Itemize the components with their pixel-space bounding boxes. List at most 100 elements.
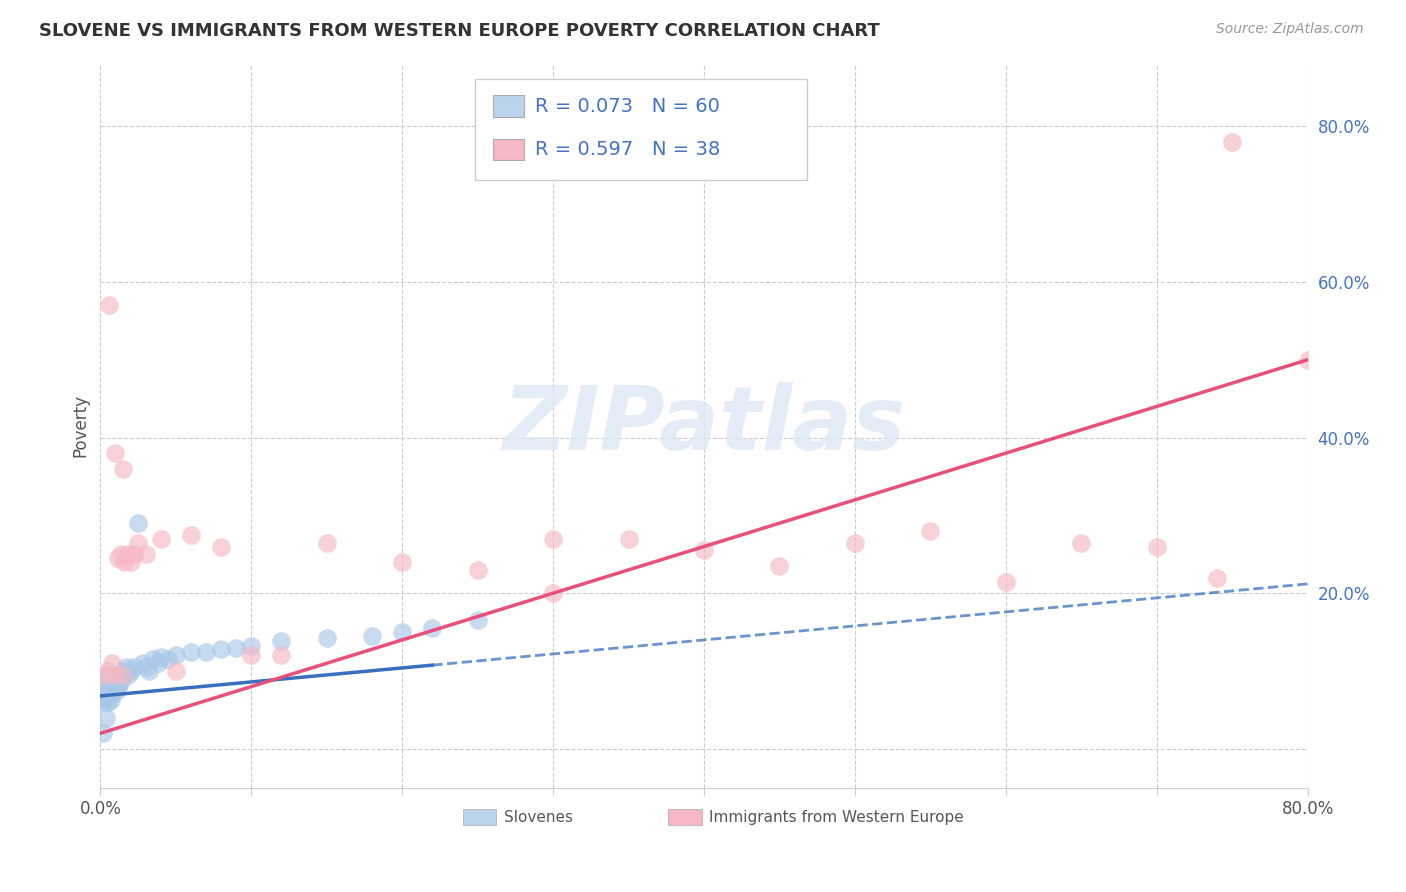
Point <box>541 532 564 546</box>
Point <box>209 642 232 657</box>
Point <box>100 673 122 688</box>
Point <box>135 660 157 674</box>
Point <box>96 711 118 725</box>
Point <box>391 555 413 569</box>
Point <box>1070 535 1092 549</box>
Point <box>108 675 131 690</box>
Point <box>422 621 444 635</box>
FancyBboxPatch shape <box>475 78 807 180</box>
Point <box>98 298 121 312</box>
Point <box>844 535 866 549</box>
Point <box>110 547 132 561</box>
Point <box>111 461 134 475</box>
Point <box>96 691 118 706</box>
Point <box>195 644 218 658</box>
Point <box>105 682 128 697</box>
Point <box>96 672 118 686</box>
Point <box>146 657 169 671</box>
Point <box>157 652 180 666</box>
Point <box>94 695 117 709</box>
Text: SLOVENE VS IMMIGRANTS FROM WESTERN EUROPE POVERTY CORRELATION CHART: SLOVENE VS IMMIGRANTS FROM WESTERN EUROP… <box>39 22 880 40</box>
Point <box>138 664 160 678</box>
Point <box>693 543 716 558</box>
Point <box>93 680 115 694</box>
Text: Source: ZipAtlas.com: Source: ZipAtlas.com <box>1216 22 1364 37</box>
Point <box>115 660 138 674</box>
Text: R = 0.597   N = 38: R = 0.597 N = 38 <box>536 140 720 159</box>
Point <box>117 547 139 561</box>
Point <box>107 551 129 566</box>
Point <box>270 648 292 663</box>
Point <box>180 528 202 542</box>
Point <box>96 681 118 695</box>
Point <box>101 675 124 690</box>
Point <box>135 547 157 561</box>
Point <box>617 532 640 546</box>
Point <box>107 668 129 682</box>
Text: Immigrants from Western Europe: Immigrants from Western Europe <box>709 810 963 825</box>
Point <box>97 687 120 701</box>
Point <box>149 650 172 665</box>
Point <box>122 660 145 674</box>
Point <box>104 673 127 688</box>
Bar <box>492 95 524 117</box>
Point <box>122 547 145 561</box>
Point <box>391 625 413 640</box>
Point <box>1296 352 1319 367</box>
Point <box>270 634 292 648</box>
Point <box>240 648 263 663</box>
Text: Slovenes: Slovenes <box>503 810 572 825</box>
Point <box>97 680 120 694</box>
Point <box>101 687 124 701</box>
Point <box>101 657 124 671</box>
Point <box>994 574 1017 589</box>
Point <box>101 681 124 696</box>
Bar <box>463 809 496 825</box>
Point <box>94 668 117 682</box>
Point <box>111 668 134 682</box>
Point <box>97 664 120 678</box>
Point <box>768 559 790 574</box>
Point <box>165 648 187 663</box>
Point <box>103 670 125 684</box>
Point <box>117 668 139 682</box>
Point <box>98 677 121 691</box>
Point <box>97 668 120 682</box>
Point <box>149 532 172 546</box>
Point <box>142 652 165 666</box>
Point <box>104 684 127 698</box>
Point <box>1206 571 1229 585</box>
Point <box>131 657 153 671</box>
Point <box>1220 135 1243 149</box>
Point <box>1146 540 1168 554</box>
Point <box>120 555 142 569</box>
Point <box>93 687 115 701</box>
Point <box>240 639 263 653</box>
Point <box>114 668 136 682</box>
Point <box>361 629 384 643</box>
Point <box>103 678 125 692</box>
Point <box>97 695 120 709</box>
Point <box>315 535 337 549</box>
Point <box>105 669 128 683</box>
Text: ZIPatlas: ZIPatlas <box>502 383 905 469</box>
Point <box>225 640 247 655</box>
Point <box>94 683 117 698</box>
Point <box>93 726 115 740</box>
Point <box>104 668 127 682</box>
Point <box>100 693 122 707</box>
Point <box>180 644 202 658</box>
Point <box>114 555 136 569</box>
Point <box>467 563 489 577</box>
Y-axis label: Poverty: Poverty <box>72 394 89 458</box>
Point <box>127 535 149 549</box>
Point <box>100 683 122 698</box>
Point <box>104 446 127 460</box>
Point <box>107 680 129 694</box>
Point <box>120 664 142 678</box>
Point <box>209 540 232 554</box>
Point <box>315 632 337 646</box>
Point <box>165 664 187 678</box>
Bar <box>668 809 702 825</box>
Point <box>111 664 134 678</box>
